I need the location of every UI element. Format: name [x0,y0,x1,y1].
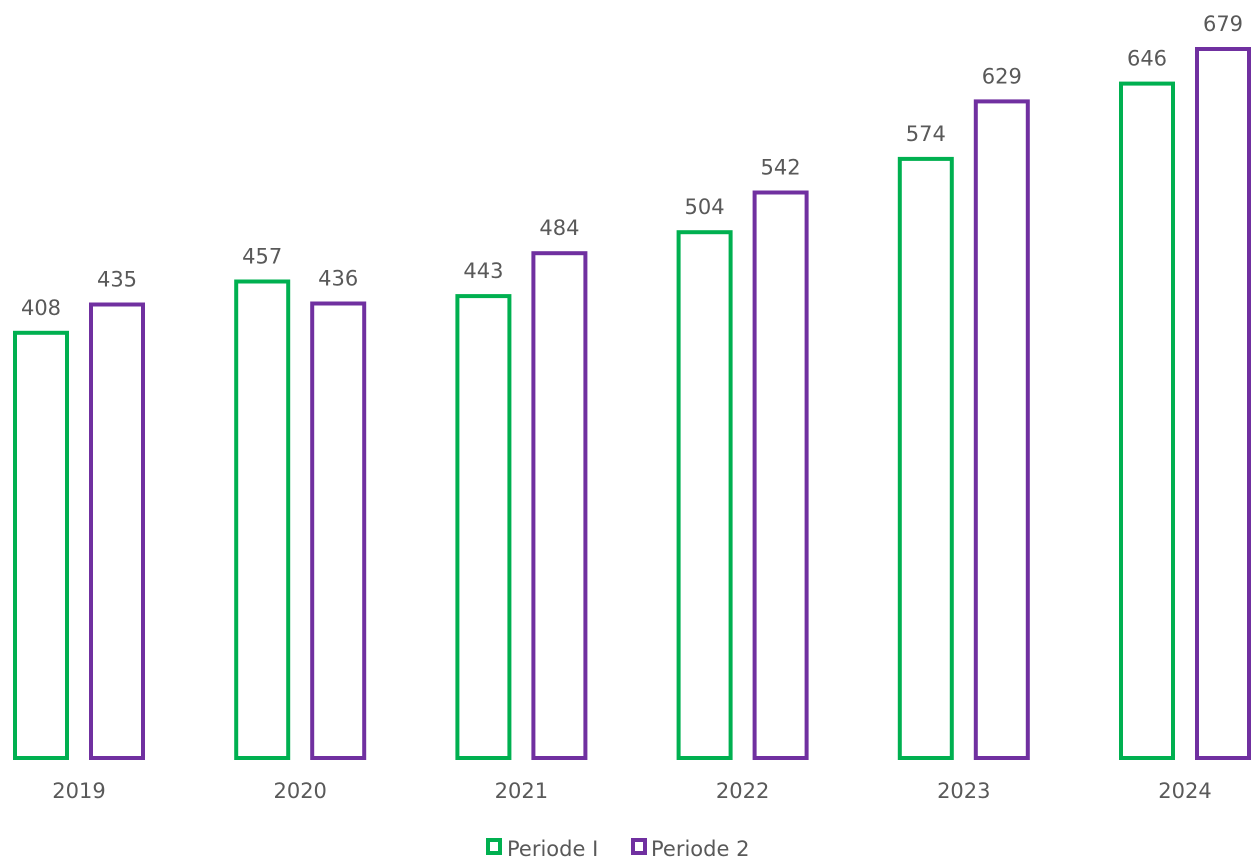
x-tick-2020: 2020 [273,779,326,803]
data-label-2024-s1: 646 [1127,47,1167,71]
bars-group [13,47,1251,761]
legend-label-periode-1: Periode I [507,837,598,858]
bar-2019-s1 [13,330,69,760]
data-label-2023-s1: 574 [906,122,946,146]
bar-2020-s1 [234,279,291,760]
bar-2021-s1 [455,294,512,760]
x-tick-2022: 2022 [716,779,769,803]
bar-2023-s2 [973,99,1030,760]
data-label-2024-s2: 679 [1203,12,1243,36]
legend-label-periode-2: Periode 2 [651,837,749,858]
bar-2020-s2 [310,301,367,760]
bar-2024-s2 [1195,47,1251,760]
bar-2023-s1 [897,156,954,760]
bar-2022-s2 [752,190,809,760]
x-axis-ticks: 2019 2020 2021 2022 2023 2024 [52,779,1211,803]
data-labels-group: 408 435 457 436 443 484 504 542 574 629 646 679 [21,12,1243,320]
bar-2024-s1 [1119,81,1175,761]
data-label-2023-s2: 629 [982,64,1022,88]
bar-2021-s2 [531,251,588,760]
data-label-2021-s2: 484 [539,216,579,240]
data-label-2022-s2: 542 [761,156,801,180]
x-tick-2021: 2021 [495,779,548,803]
data-label-2021-s1: 443 [463,259,503,283]
bar-2019-s2 [89,302,145,760]
legend-swatch-periode-2 [631,838,647,855]
legend: Periode I Periode 2 [486,837,749,858]
x-tick-2019: 2019 [52,779,105,803]
data-label-2019-s1: 408 [21,296,61,320]
data-label-2020-s1: 457 [242,245,282,269]
x-tick-2023: 2023 [937,779,990,803]
bar-2022-s1 [676,230,733,760]
data-label-2022-s1: 504 [685,195,725,219]
data-label-2019-s2: 435 [97,268,137,292]
x-tick-2024: 2024 [1158,779,1211,803]
legend-swatch-periode-1 [486,838,502,855]
data-label-2020-s2: 436 [318,267,358,291]
